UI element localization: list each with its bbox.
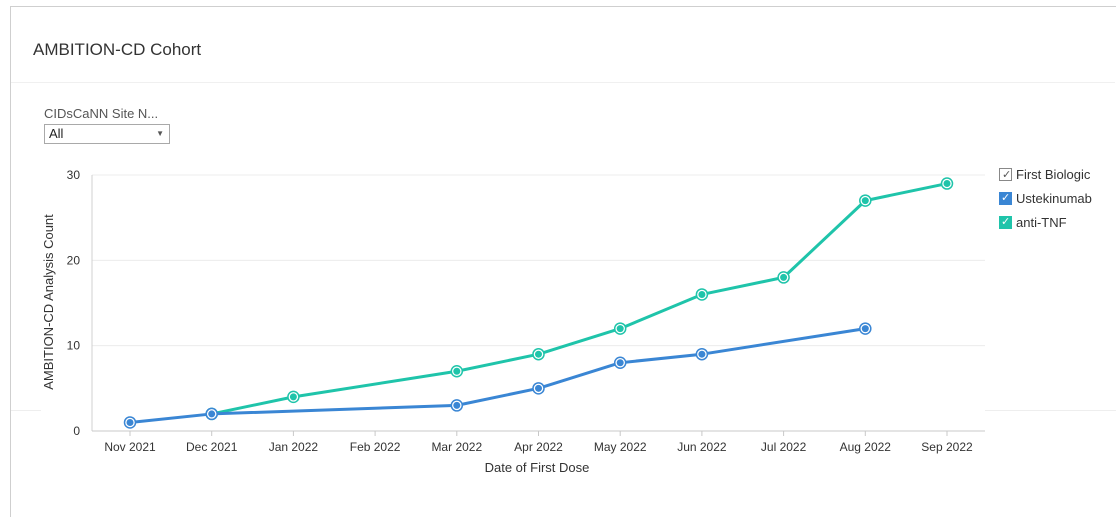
- data-point-fill-ustekinumab: [126, 418, 134, 426]
- data-point-fill-anti-tnf: [861, 197, 869, 205]
- site-filter-label: CIDsCaNN Site N...: [44, 106, 159, 121]
- page-title: AMBITION-CD Cohort: [33, 40, 202, 59]
- y-tick-label: 20: [67, 253, 81, 267]
- legend-checkbox-ustekinumab[interactable]: ✓: [999, 192, 1012, 205]
- checkmark-icon: ✓: [1001, 192, 1011, 204]
- checkmark-icon: ✓: [1001, 216, 1011, 228]
- legend-title: First Biologic: [1016, 167, 1091, 182]
- checkmark-icon: ✓: [1002, 169, 1012, 181]
- x-tick-label: Feb 2022: [350, 440, 401, 454]
- x-tick-label: Jun 2022: [677, 440, 727, 454]
- legend-header[interactable]: ✓ First Biologic: [999, 166, 1092, 183]
- x-tick-label: Aug 2022: [840, 440, 892, 454]
- chart-legend: ✓ First Biologic ✓ Ustekinumab ✓ anti-TN…: [999, 166, 1092, 238]
- site-filter-select[interactable]: All ▼: [44, 124, 170, 144]
- data-point-fill-anti-tnf: [943, 180, 951, 188]
- dashboard-panel: [10, 6, 1116, 517]
- legend-label-anti-tnf: anti-TNF: [1016, 215, 1067, 230]
- data-point-fill-anti-tnf: [289, 393, 297, 401]
- y-tick-label: 30: [67, 168, 81, 182]
- axes: 0 10 20 30 Nov 2021 Dec 2021 Jan 2022 Feb 2022 M…: [67, 168, 985, 454]
- legend-checkbox-anti-tnf[interactable]: ✓: [999, 216, 1012, 229]
- data-point-fill-anti-tnf: [453, 367, 461, 375]
- grid-lines: [92, 174, 985, 347]
- legend-item-anti-tnf[interactable]: ✓ anti-TNF: [999, 214, 1092, 231]
- x-tick-label: Apr 2022: [514, 440, 563, 454]
- data-point-fill-anti-tnf: [535, 350, 542, 358]
- title-divider: [11, 82, 1115, 83]
- site-filter-value: All: [49, 126, 64, 141]
- caret-down-icon: ▼: [156, 129, 164, 138]
- y-tick-label: 0: [73, 424, 80, 438]
- data-point-fill-ustekinumab: [453, 401, 461, 409]
- data-point-fill-ustekinumab: [208, 410, 216, 418]
- legend-header-checkbox[interactable]: ✓: [999, 168, 1012, 181]
- series-layer: [123, 177, 954, 429]
- data-point-fill-anti-tnf: [616, 325, 624, 333]
- x-tick-label: May 2022: [594, 440, 647, 454]
- data-point-fill-anti-tnf: [698, 290, 706, 298]
- x-tick-label: Nov 2021: [104, 440, 156, 454]
- series-anti-tnf: [205, 177, 954, 421]
- x-tick-label: Jul 2022: [761, 440, 807, 454]
- data-point-fill-ustekinumab: [861, 325, 869, 333]
- data-point-fill-ustekinumab: [616, 359, 624, 367]
- x-tick-label: Jan 2022: [269, 440, 319, 454]
- legend-item-ustekinumab[interactable]: ✓ Ustekinumab: [999, 190, 1092, 207]
- divider-left: [11, 410, 41, 411]
- legend-label-ustekinumab: Ustekinumab: [1016, 191, 1092, 206]
- data-point-fill-anti-tnf: [780, 273, 788, 281]
- x-tick-label: Mar 2022: [431, 440, 482, 454]
- x-tick-label: Sep 2022: [921, 440, 973, 454]
- y-axis-title: AMBITION-CD Analysis Count: [41, 214, 56, 390]
- series-line-anti-tnf: [211, 182, 948, 416]
- data-point-fill-ustekinumab: [698, 350, 706, 358]
- series-ustekinumab: [123, 322, 872, 429]
- divider-right: [985, 410, 1116, 411]
- x-tick-label: Dec 2021: [186, 440, 238, 454]
- data-point-fill-ustekinumab: [535, 384, 542, 392]
- x-axis-title: Date of First Dose: [485, 460, 590, 475]
- y-tick-label: 10: [67, 339, 81, 353]
